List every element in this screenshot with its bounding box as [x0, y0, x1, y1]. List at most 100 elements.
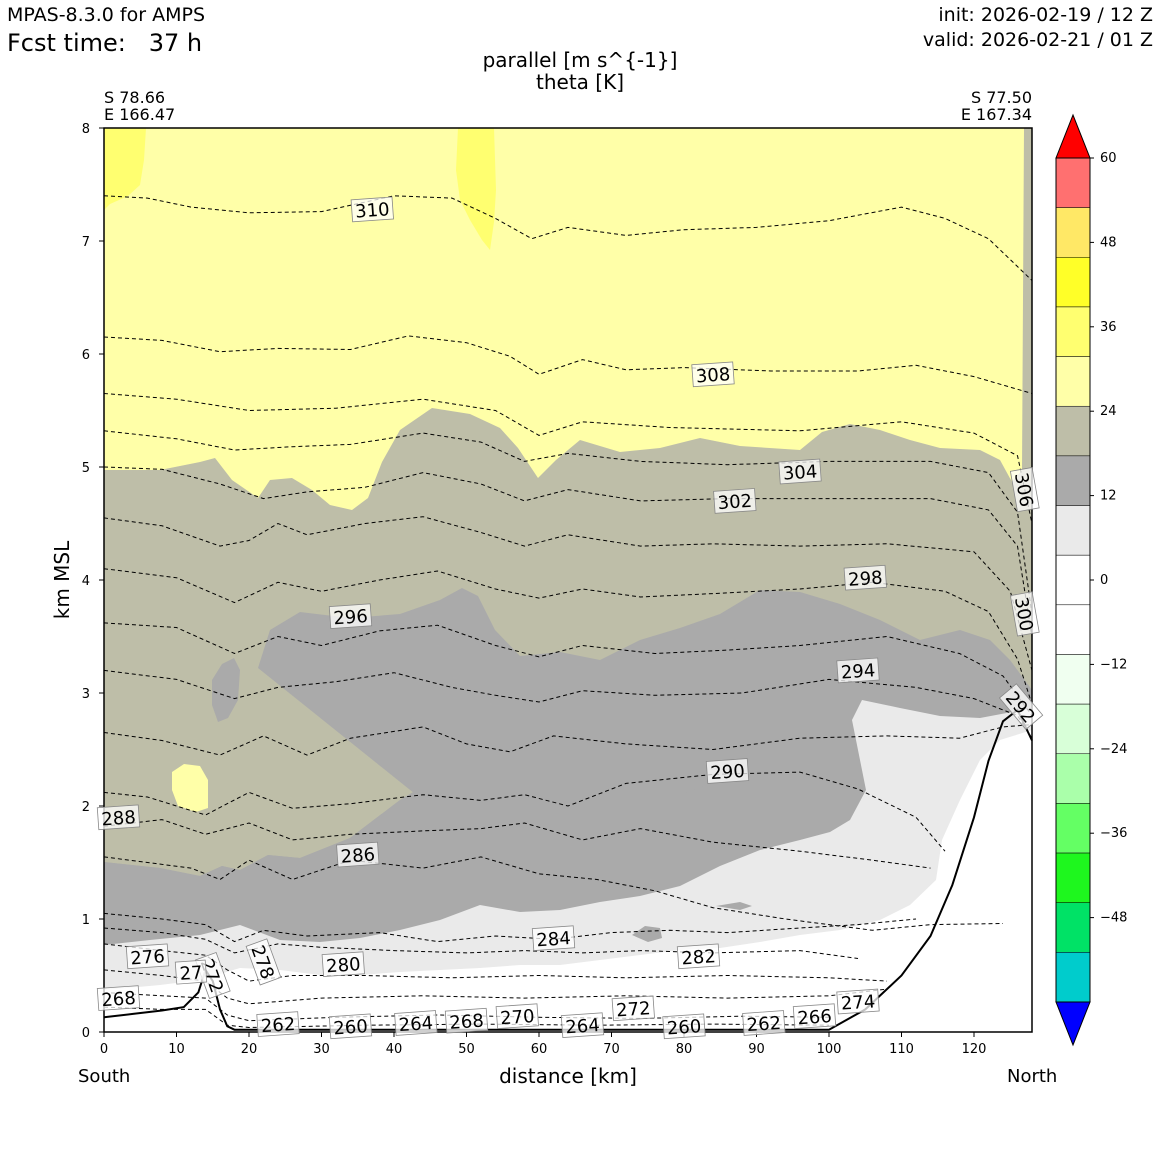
shade-12-16-lower: [104, 730, 870, 950]
forecast-time: Fcst time: 37 h: [7, 29, 202, 57]
contour-label-text: 276: [130, 946, 166, 969]
shade-12-16-pocket-2: [716, 902, 752, 910]
colorbar-bin: [1055, 753, 1091, 804]
x-tick-label: 30: [313, 1042, 330, 1057]
contour-label-260: 260: [328, 1013, 373, 1039]
y-tick-label: 6: [82, 348, 90, 363]
colorbar-bin: [1055, 803, 1091, 854]
contour-label-text: 262: [746, 1013, 782, 1036]
colorbar-tick-label: 36: [1100, 320, 1117, 335]
colorbar-bin: [1055, 405, 1091, 457]
contour-label-box: [843, 564, 887, 591]
theta-contour-298: [104, 568, 1032, 705]
contour-label-text: 308: [695, 364, 731, 387]
contour-label-box: [836, 657, 880, 684]
x-tick-label: 10: [168, 1042, 185, 1057]
theta-contour-310: [104, 195, 1032, 281]
contour-label-box: [742, 1010, 786, 1036]
contour-label-280: 280: [321, 951, 365, 978]
colorbar-bin: [1055, 207, 1091, 258]
x-tick-label: 110: [889, 1042, 914, 1057]
contour-label-box: [350, 196, 394, 223]
contour-label-264: 264: [394, 1010, 438, 1036]
contour-label-300: 300: [1009, 591, 1040, 637]
y-axis: 0 1 2 3 4 5 6 7 8: [82, 122, 104, 1041]
contour-label-box: [336, 841, 380, 868]
contour-label-text: 266: [797, 1006, 833, 1029]
contour-label-box: [611, 995, 655, 1022]
theta-contour-296: [104, 622, 1032, 716]
theta-contour-290: [104, 771, 946, 852]
shade-0-8: [104, 730, 1032, 1032]
contour-label-274: 274: [836, 988, 880, 1015]
theta-contour-292: [104, 724, 1032, 756]
contour-label-262: 262: [256, 1011, 300, 1037]
theta-contour-302: [104, 466, 1032, 637]
colorbar-tick-label: 0: [1100, 573, 1108, 588]
contour-label-262: 262: [742, 1010, 786, 1036]
contour-label-284: 284: [531, 925, 576, 952]
colorbar-tick-label: −36: [1100, 826, 1127, 841]
colorbar-bin: [1055, 306, 1091, 357]
colorbar-bin: [1055, 455, 1091, 506]
colorbar-bin: [1055, 902, 1091, 953]
chart-subtitle: theta [K]: [536, 70, 624, 94]
contour-label-box: [705, 758, 750, 784]
theta-contour-284: [104, 912, 917, 943]
contour-label-text: 282: [681, 946, 717, 969]
contour-label-270: 270: [495, 1003, 539, 1030]
contour-label-text: 288: [101, 807, 137, 830]
contour-label-text: 296: [333, 606, 369, 629]
contour-label-box: [321, 951, 365, 978]
contour-label-text: 280: [326, 954, 362, 977]
contour-label-text: 286: [340, 844, 376, 867]
contour-label-box: [691, 361, 735, 388]
contour-label-text: 284: [536, 928, 572, 951]
colorbar-bin: [1055, 356, 1091, 407]
x-tick-label: 20: [241, 1042, 258, 1057]
contour-label-box: [662, 1013, 706, 1040]
contour-label-260: 260: [662, 1013, 706, 1040]
contour-label-296: 296: [328, 603, 373, 629]
x-tick-label: 40: [386, 1042, 403, 1057]
contour-label-286: 286: [336, 841, 380, 868]
colorbar-extend-max: [1055, 113, 1091, 159]
colorbar-bin: [1055, 257, 1091, 308]
contour-label-text: 27: [179, 962, 203, 985]
contour-label-310: 310: [350, 196, 394, 223]
theta-contour-306: [104, 393, 1032, 524]
contour-label-text: 268: [101, 988, 137, 1011]
x-tick-label: 100: [817, 1042, 842, 1057]
forecast-time-value: 37 h: [148, 29, 203, 57]
colorbar-tick-label: 48: [1100, 235, 1117, 250]
colorbar-bin: [1055, 654, 1091, 705]
south-label: South: [78, 1066, 131, 1087]
theta-contour-288: [104, 819, 931, 869]
theta-contour-308: [104, 335, 1032, 394]
chart-title: parallel [m s^{-1}]: [482, 48, 678, 72]
contour-label-box: [495, 1003, 539, 1030]
shade-28-32-patch-mid: [456, 128, 496, 250]
x-tick-label: 80: [676, 1042, 693, 1057]
init-time: init: 2026-02-19 / 12 Z: [938, 4, 1153, 26]
colorbar-tick-label: 24: [1100, 404, 1117, 419]
contour-label-box: [174, 959, 208, 985]
colorbar-bin: [1055, 554, 1091, 606]
x-tick-label: 90: [748, 1042, 765, 1057]
contour-label-27: 27: [174, 959, 208, 985]
y-tick-label: 5: [82, 461, 90, 476]
contour-label-text: 302: [717, 491, 753, 514]
contour-label-text: 272: [616, 998, 652, 1021]
colorbar-bin: [1055, 703, 1091, 755]
contour-label-box: [531, 925, 576, 952]
colorbar-tick-label: −48: [1100, 911, 1127, 926]
contour-label-268: 268: [96, 985, 141, 1011]
theta-contour-304: [104, 430, 1032, 614]
theta-contours: [104, 195, 1032, 1029]
contour-label-288: 288: [96, 804, 141, 830]
contour-label-text: 294: [840, 660, 876, 683]
contour-label-text: 262: [260, 1014, 296, 1037]
contour-label-box: [836, 988, 880, 1015]
